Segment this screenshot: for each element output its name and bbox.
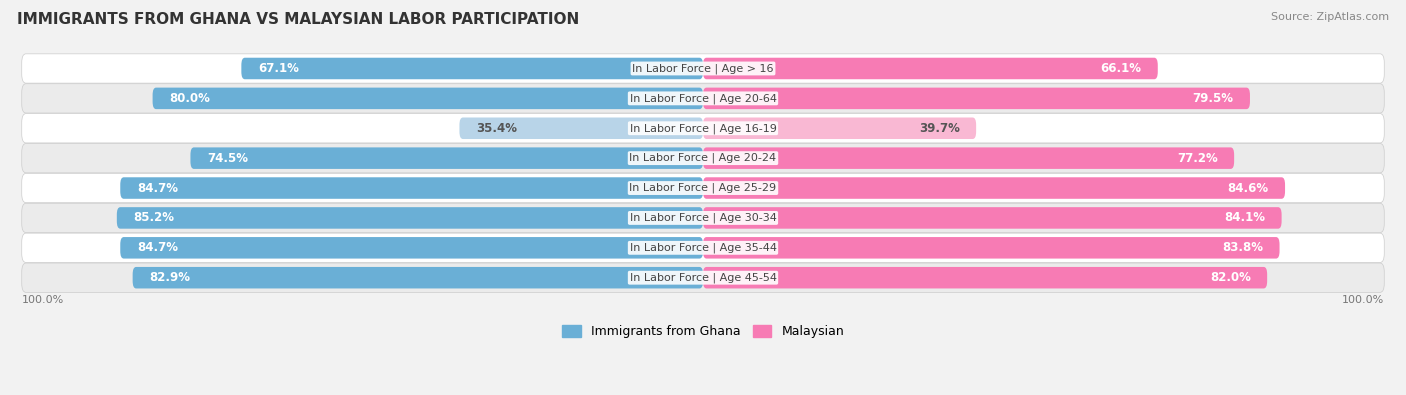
FancyBboxPatch shape [703,237,1279,259]
Text: In Labor Force | Age 20-64: In Labor Force | Age 20-64 [630,93,776,103]
FancyBboxPatch shape [242,58,703,79]
FancyBboxPatch shape [21,143,1385,173]
Text: 84.6%: 84.6% [1227,182,1268,195]
Text: In Labor Force | Age 20-24: In Labor Force | Age 20-24 [630,153,776,164]
Text: In Labor Force | Age 25-29: In Labor Force | Age 25-29 [630,183,776,193]
FancyBboxPatch shape [21,203,1385,233]
FancyBboxPatch shape [21,263,1385,292]
Text: 77.2%: 77.2% [1177,152,1218,165]
Text: 84.7%: 84.7% [136,241,177,254]
Text: 83.8%: 83.8% [1222,241,1263,254]
Text: 39.7%: 39.7% [918,122,960,135]
FancyBboxPatch shape [460,117,703,139]
Text: IMMIGRANTS FROM GHANA VS MALAYSIAN LABOR PARTICIPATION: IMMIGRANTS FROM GHANA VS MALAYSIAN LABOR… [17,12,579,27]
Text: 74.5%: 74.5% [207,152,247,165]
FancyBboxPatch shape [21,114,1385,143]
Text: In Labor Force | Age > 16: In Labor Force | Age > 16 [633,63,773,74]
FancyBboxPatch shape [703,147,1234,169]
Text: Source: ZipAtlas.com: Source: ZipAtlas.com [1271,12,1389,22]
FancyBboxPatch shape [21,84,1385,113]
Text: 84.7%: 84.7% [136,182,177,195]
Text: In Labor Force | Age 30-34: In Labor Force | Age 30-34 [630,213,776,223]
FancyBboxPatch shape [21,54,1385,83]
Text: In Labor Force | Age 16-19: In Labor Force | Age 16-19 [630,123,776,134]
Text: 82.9%: 82.9% [149,271,190,284]
FancyBboxPatch shape [153,88,703,109]
Text: 35.4%: 35.4% [477,122,517,135]
Text: 82.0%: 82.0% [1209,271,1251,284]
Text: In Labor Force | Age 45-54: In Labor Force | Age 45-54 [630,273,776,283]
FancyBboxPatch shape [703,117,976,139]
FancyBboxPatch shape [190,147,703,169]
FancyBboxPatch shape [703,267,1267,288]
FancyBboxPatch shape [21,173,1385,203]
FancyBboxPatch shape [132,267,703,288]
Text: In Labor Force | Age 35-44: In Labor Force | Age 35-44 [630,243,776,253]
FancyBboxPatch shape [703,207,1282,229]
FancyBboxPatch shape [121,237,703,259]
FancyBboxPatch shape [703,88,1250,109]
FancyBboxPatch shape [21,233,1385,262]
Text: 100.0%: 100.0% [22,295,65,305]
Text: 66.1%: 66.1% [1101,62,1142,75]
Text: 100.0%: 100.0% [1341,295,1384,305]
Legend: Immigrants from Ghana, Malaysian: Immigrants from Ghana, Malaysian [557,320,849,343]
Text: 85.2%: 85.2% [134,211,174,224]
Text: 79.5%: 79.5% [1192,92,1233,105]
Text: 80.0%: 80.0% [169,92,209,105]
Text: 67.1%: 67.1% [257,62,298,75]
FancyBboxPatch shape [703,58,1157,79]
Text: 84.1%: 84.1% [1225,211,1265,224]
FancyBboxPatch shape [703,177,1285,199]
FancyBboxPatch shape [121,177,703,199]
FancyBboxPatch shape [117,207,703,229]
